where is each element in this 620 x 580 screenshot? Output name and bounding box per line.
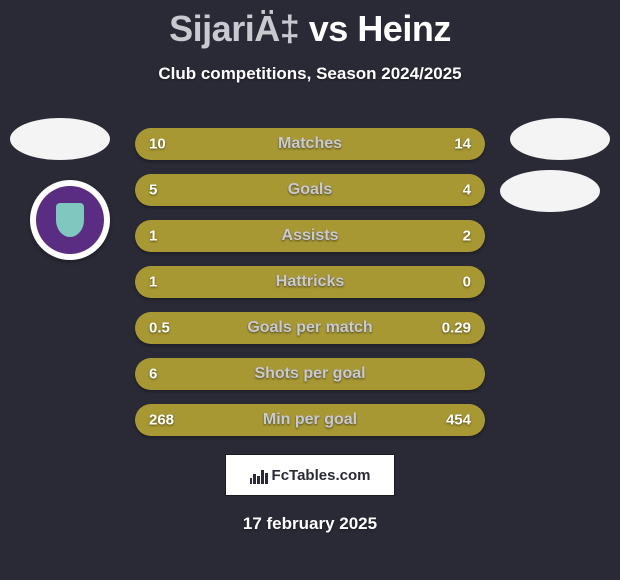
stat-label: Assists: [282, 227, 339, 245]
stat-label: Matches: [278, 135, 342, 153]
club-logo-left-2: [30, 180, 110, 260]
brand-text: FcTables.com: [272, 467, 371, 484]
stat-row: 268 Min per goal 454: [135, 404, 485, 436]
player2-name: Heinz: [357, 8, 451, 49]
stat-label: Goals per match: [247, 319, 372, 337]
stat-value-left: 6: [149, 366, 157, 383]
club-logo-right-2: [500, 170, 600, 212]
stat-value-right: 0.29: [442, 320, 471, 337]
chart-icon: [250, 466, 268, 484]
stat-label: Shots per goal: [254, 365, 365, 383]
stats-container: 10 Matches 14 5 Goals 4 1 Assists 2 1 Hattricks 0 0.…: [135, 128, 485, 436]
stat-label: Hattricks: [276, 273, 344, 291]
shield-icon: [56, 203, 84, 237]
brand-badge[interactable]: FcTables.com: [225, 454, 395, 496]
club-badge-inner: [36, 186, 104, 254]
comparison-title: SijariÄ‡ vs Heinz: [0, 8, 620, 50]
date-text: 17 february 2025: [0, 514, 620, 534]
stat-row: 5 Goals 4: [135, 174, 485, 206]
stat-value-left: 1: [149, 228, 157, 245]
stat-label: Min per goal: [263, 411, 357, 429]
stat-value-right: 14: [454, 136, 471, 153]
stat-value-right: 4: [463, 182, 471, 199]
club-logo-right-1: [510, 118, 610, 160]
stat-value-right: 2: [463, 228, 471, 245]
club-logo-left-1: [10, 118, 110, 160]
player1-name: SijariÄ‡: [169, 8, 299, 49]
stat-value-left: 1: [149, 274, 157, 291]
stat-value-left: 5: [149, 182, 157, 199]
stat-row: 1 Assists 2: [135, 220, 485, 252]
stat-row: 6 Shots per goal: [135, 358, 485, 390]
stat-value-left: 10: [149, 136, 166, 153]
stat-row: 10 Matches 14: [135, 128, 485, 160]
stat-row: 0.5 Goals per match 0.29: [135, 312, 485, 344]
stat-value-left: 268: [149, 412, 174, 429]
stat-value-left: 0.5: [149, 320, 170, 337]
stat-value-right: 454: [446, 412, 471, 429]
stat-value-right: 0: [463, 274, 471, 291]
vs-text: vs: [309, 8, 348, 49]
stat-row: 1 Hattricks 0: [135, 266, 485, 298]
header: SijariÄ‡ vs Heinz Club competitions, Sea…: [0, 0, 620, 84]
stat-label: Goals: [288, 181, 332, 199]
subtitle: Club competitions, Season 2024/2025: [0, 64, 620, 84]
